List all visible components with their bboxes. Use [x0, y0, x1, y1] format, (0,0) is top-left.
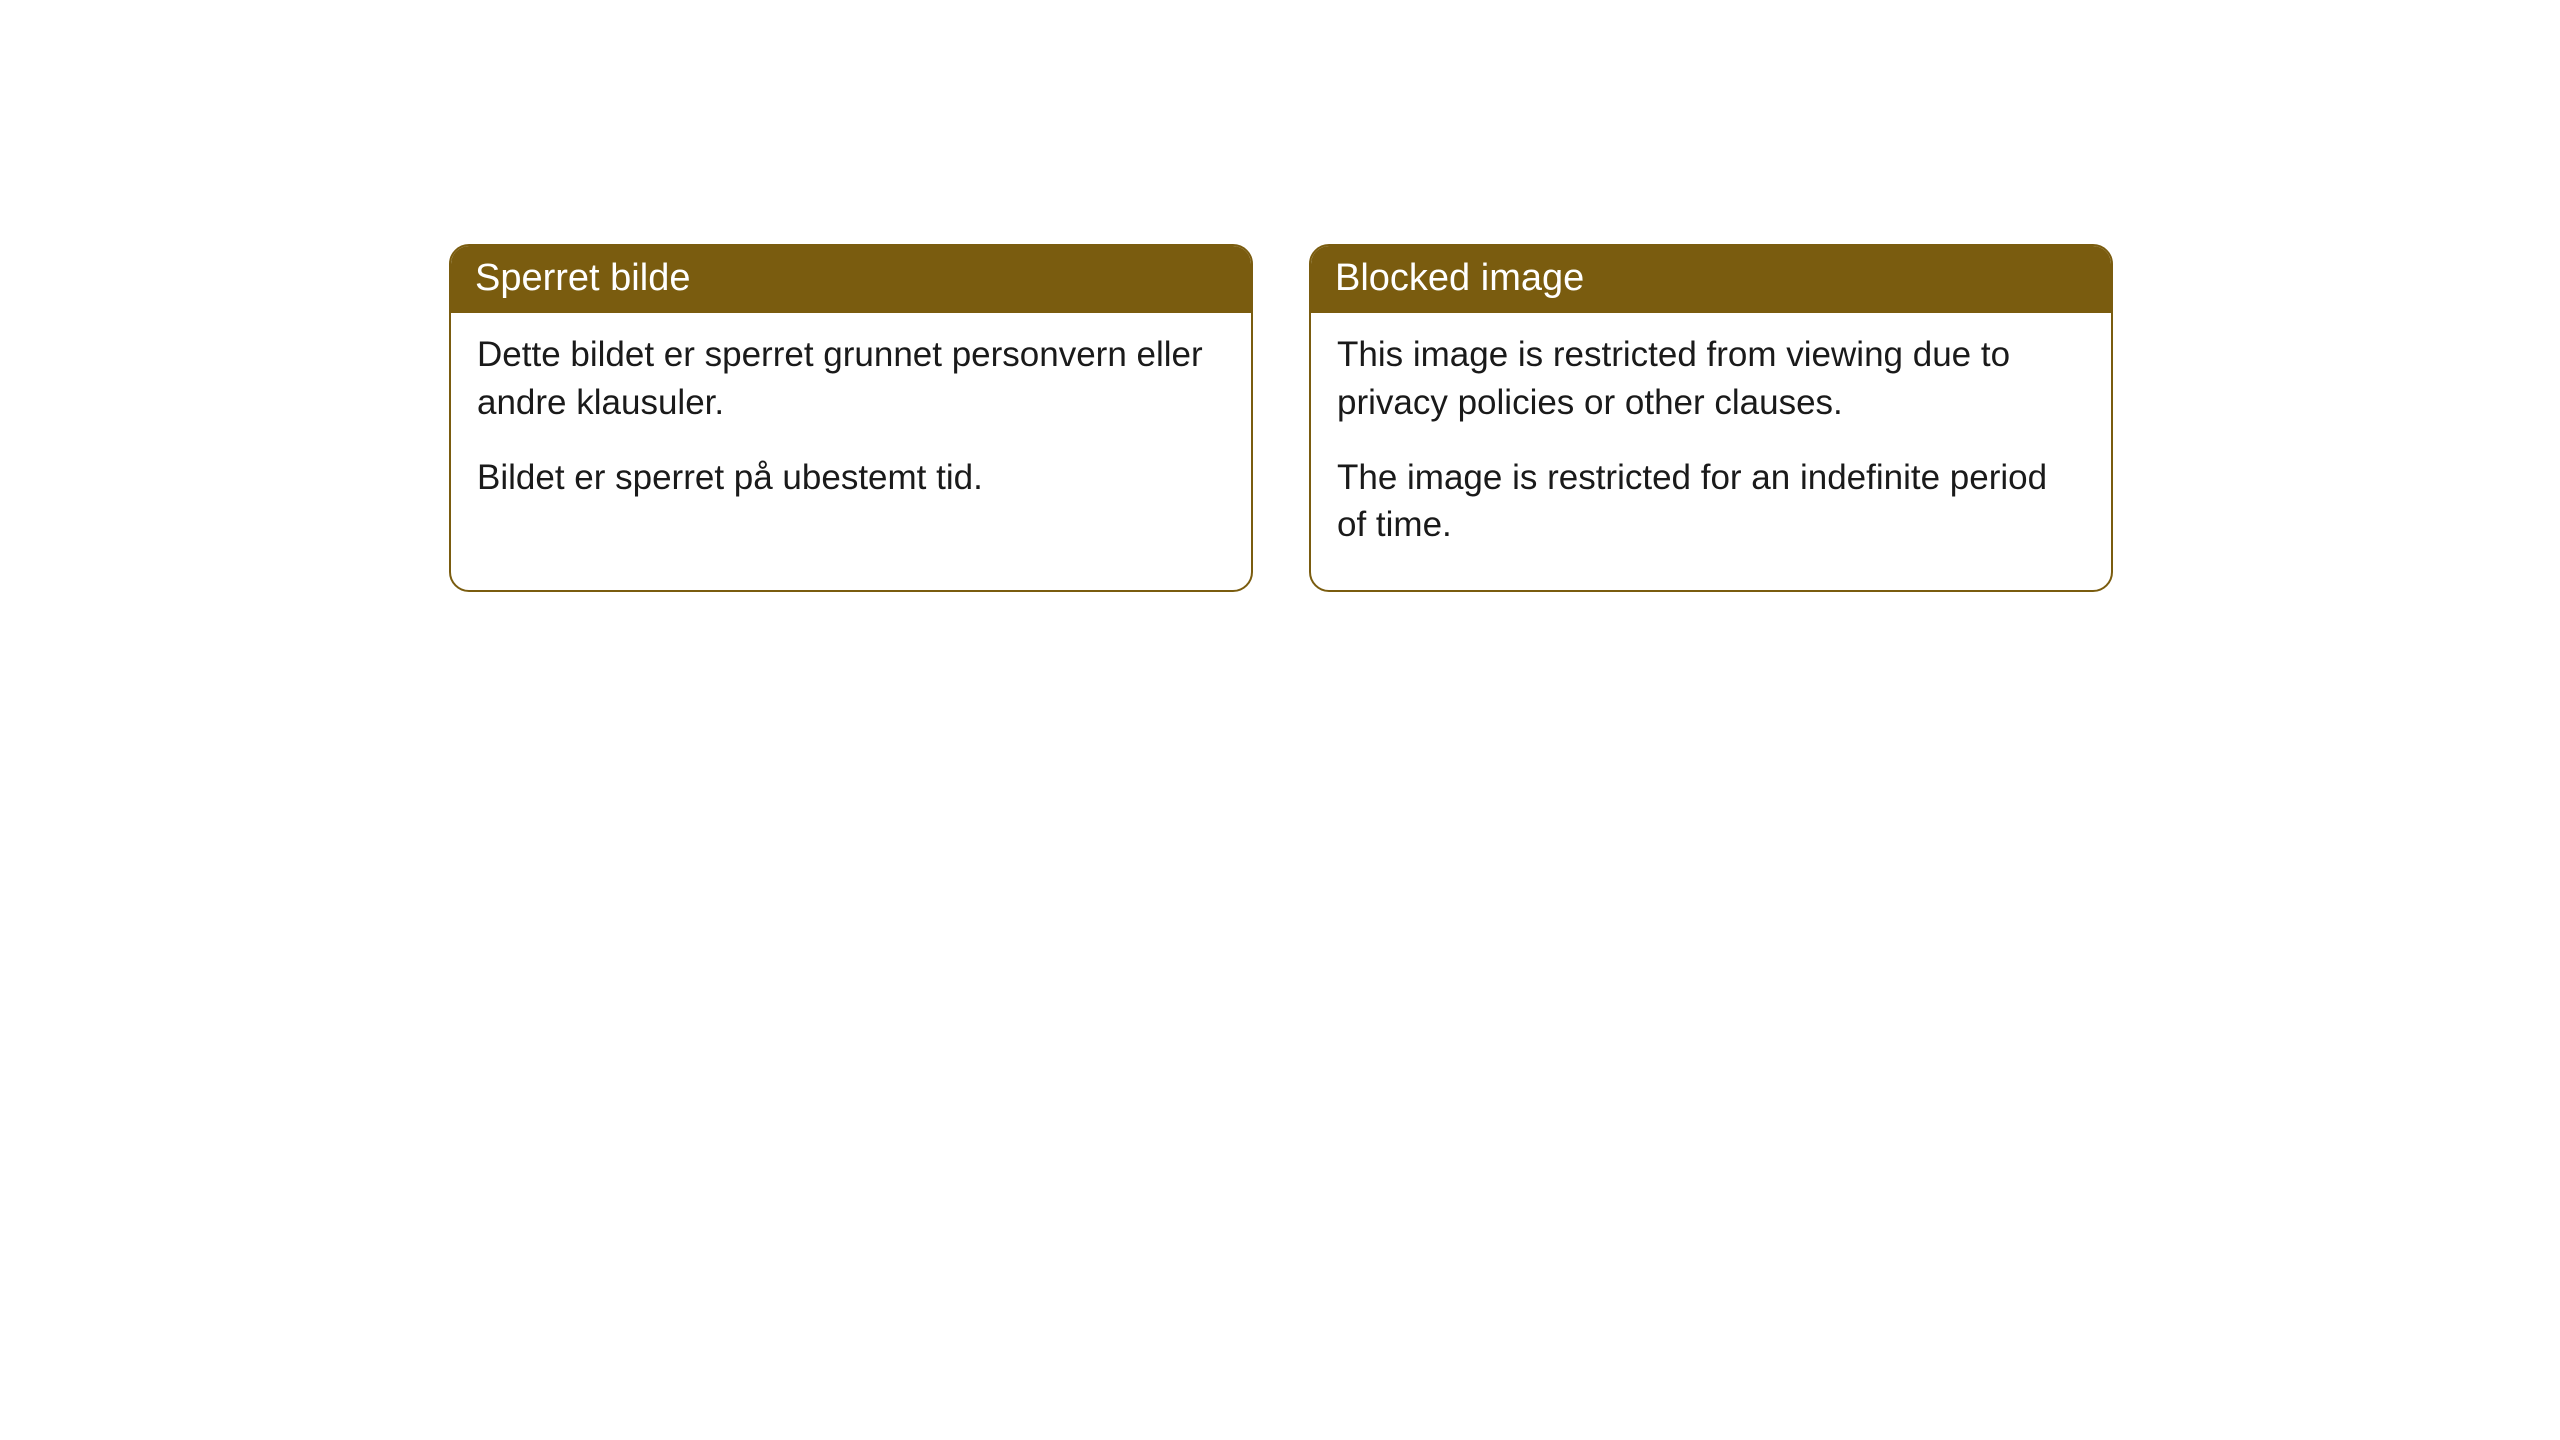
notice-container: Sperret bilde Dette bildet er sperret gr… — [449, 244, 2113, 592]
notice-paragraph: Bildet er sperret på ubestemt tid. — [477, 454, 1225, 501]
notice-header-english: Blocked image — [1311, 246, 2111, 313]
notice-box-english: Blocked image This image is restricted f… — [1309, 244, 2113, 592]
notice-paragraph: The image is restricted for an indefinit… — [1337, 454, 2085, 549]
notice-box-norwegian: Sperret bilde Dette bildet er sperret gr… — [449, 244, 1253, 592]
notice-paragraph: This image is restricted from viewing du… — [1337, 331, 2085, 426]
notice-header-norwegian: Sperret bilde — [451, 246, 1251, 313]
notice-paragraph: Dette bildet er sperret grunnet personve… — [477, 331, 1225, 426]
notice-body-norwegian: Dette bildet er sperret grunnet personve… — [451, 313, 1251, 543]
notice-body-english: This image is restricted from viewing du… — [1311, 313, 2111, 590]
